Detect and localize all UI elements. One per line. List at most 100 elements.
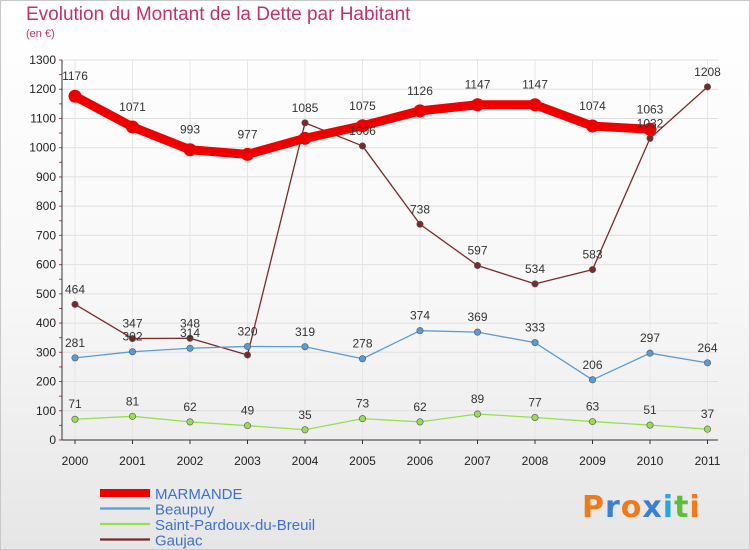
y-tick-label: 600 — [36, 258, 56, 272]
data-label: 1006 — [349, 124, 376, 138]
data-point — [186, 344, 194, 352]
x-tick-label: 2002 — [177, 454, 204, 468]
data-point — [646, 421, 654, 429]
data-point — [416, 327, 424, 335]
y-tick-label: 100 — [36, 404, 56, 418]
data-point — [301, 119, 309, 127]
y-tick-label: 300 — [36, 345, 56, 359]
x-tick-label: 2003 — [234, 454, 261, 468]
data-point — [71, 300, 79, 308]
data-point — [129, 335, 137, 343]
data-label: 62 — [413, 400, 427, 414]
data-label: 206 — [582, 358, 602, 372]
data-label: 1176 — [62, 69, 88, 83]
proxiti-logo: Proxiti — [582, 490, 701, 525]
data-label: 1063 — [637, 102, 664, 116]
data-label: 320 — [237, 324, 257, 338]
data-point — [586, 119, 599, 133]
x-tick-label: 2010 — [637, 454, 664, 468]
data-label: 319 — [295, 325, 315, 339]
logo-letter: o — [620, 490, 643, 525]
data-label: 993 — [180, 123, 200, 137]
data-point — [71, 415, 79, 423]
data-point — [298, 131, 312, 145]
data-label: 369 — [467, 310, 487, 324]
data-point — [703, 425, 711, 433]
x-tick-label: 2011 — [695, 454, 721, 468]
data-label: 1147 — [465, 78, 491, 92]
chart-title: Evolution du Montant de la Dette par Hab… — [26, 4, 411, 25]
data-point — [244, 422, 252, 430]
data-point — [471, 98, 484, 112]
data-point — [703, 83, 711, 91]
data-label: 1208 — [694, 65, 721, 79]
x-tick-label: 2006 — [407, 454, 434, 468]
data-point — [588, 376, 596, 384]
data-point — [588, 418, 596, 426]
data-point — [703, 359, 711, 367]
data-point — [186, 418, 194, 426]
data-point — [643, 122, 657, 136]
data-point — [416, 220, 424, 228]
data-point — [413, 104, 427, 118]
data-label: 281 — [65, 336, 85, 350]
data-point — [129, 412, 137, 420]
data-point — [129, 348, 137, 356]
legend-label: MARMANDE — [155, 486, 243, 503]
data-label: 62 — [183, 400, 197, 414]
data-point — [416, 418, 424, 426]
data-point — [528, 98, 542, 112]
legend-label: Saint-Pardoux-du-Breuil — [155, 517, 315, 534]
data-label: 264 — [697, 341, 717, 355]
data-point — [646, 134, 654, 142]
data-label: 1085 — [292, 101, 319, 115]
data-label: 297 — [640, 331, 660, 345]
y-tick-label: 500 — [36, 287, 56, 301]
legend-label: Gaujac — [155, 533, 203, 550]
y-tick-label: 400 — [36, 316, 56, 330]
data-label: 583 — [582, 248, 602, 262]
data-label: 81 — [126, 394, 140, 408]
gridlines — [62, 59, 718, 440]
y-tick-label: 200 — [36, 375, 56, 389]
data-label: 314 — [180, 326, 200, 340]
y-tick-label: 0 — [49, 433, 56, 447]
data-label: 347 — [122, 317, 142, 331]
series-lines — [68, 83, 711, 434]
x-tick-label: 2000 — [62, 454, 89, 468]
data-point — [301, 343, 309, 351]
data-point — [68, 89, 82, 103]
logo-letter: i — [689, 490, 701, 525]
data-point — [241, 147, 254, 161]
data-label: 597 — [467, 243, 487, 257]
data-point — [473, 410, 481, 418]
legend-label: Beaupuy — [155, 502, 215, 519]
data-label: 348 — [180, 316, 200, 330]
y-tick-label: 800 — [36, 199, 56, 213]
data-label: 374 — [410, 309, 430, 323]
series-line-beaupuy — [74, 330, 709, 381]
data-point — [358, 142, 366, 150]
data-label: 1071 — [119, 100, 146, 114]
data-point — [244, 342, 252, 350]
data-point — [473, 328, 481, 336]
data-label: 302 — [122, 330, 142, 344]
y-tick-label: 1200 — [29, 82, 56, 96]
data-label: 49 — [241, 404, 255, 418]
data-point — [356, 119, 369, 133]
data-point — [358, 355, 366, 363]
data-label: 333 — [525, 321, 545, 335]
x-tick-label: 2005 — [349, 454, 376, 468]
data-point — [183, 143, 197, 157]
x-tick-label: 2008 — [522, 454, 549, 468]
data-label: 37 — [701, 407, 715, 421]
data-point — [358, 415, 366, 423]
y-tick-label: 1300 — [29, 53, 56, 67]
data-label: 1126 — [407, 84, 433, 98]
data-label: 278 — [352, 337, 372, 351]
data-label: 977 — [237, 127, 257, 141]
data-point — [531, 339, 539, 347]
axes: 0 100 200 300 400 500 600 700 800 900 1000 1100 1200… — [29, 53, 720, 468]
y-tick-label: 900 — [36, 170, 56, 184]
x-tick-label: 2009 — [579, 454, 606, 468]
